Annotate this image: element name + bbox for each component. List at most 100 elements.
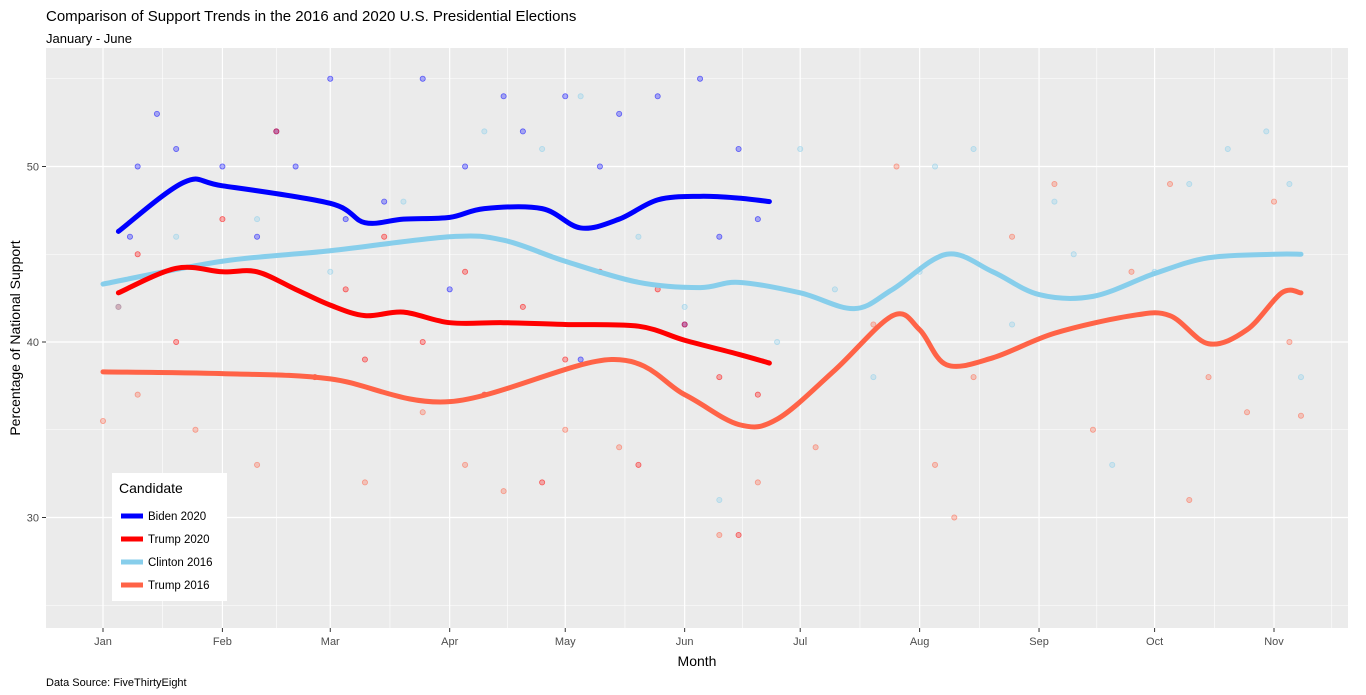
y-tick-label: 40: [27, 337, 39, 349]
x-tick-label: Sep: [1029, 636, 1049, 648]
caption: Data Source: FiveThirtyEight: [46, 677, 187, 689]
data-point: [1186, 181, 1193, 188]
x-axis-label: Month: [678, 653, 717, 669]
data-point: [254, 233, 261, 240]
y-axis: 30 40 50: [27, 162, 46, 525]
x-tick-label: Jan: [94, 636, 112, 648]
data-point: [134, 251, 141, 258]
x-tick-label: Oct: [1146, 636, 1163, 648]
data-point: [1244, 409, 1251, 416]
y-tick-label: 50: [27, 162, 39, 174]
trend-line-trump-2016: [100, 287, 1304, 430]
data-point: [1297, 374, 1304, 381]
data-point: [716, 496, 723, 503]
x-tick-label: Jul: [793, 636, 807, 648]
x-tick-label: Nov: [1264, 636, 1284, 648]
data-point: [462, 163, 469, 170]
data-point: [254, 461, 261, 468]
data-point: [681, 321, 688, 328]
data-point: [1286, 181, 1293, 188]
data-point: [519, 303, 526, 310]
data-point: [115, 303, 122, 310]
data-point: [173, 338, 180, 345]
x-axis: Jan Feb Mar Apr May Jun Jul Aug Sep Oct Nov: [94, 628, 1284, 648]
data-point: [735, 532, 742, 539]
data-point: [462, 461, 469, 468]
data-point: [562, 93, 569, 100]
data-point: [812, 444, 819, 451]
trend-lines: [100, 176, 1304, 430]
trend-line-clinton-2016: [100, 233, 1304, 312]
data-point: [327, 268, 334, 275]
data-point: [1009, 233, 1016, 240]
data-point: [400, 198, 407, 205]
data-point: [716, 532, 723, 539]
x-tick-label: Mar: [321, 636, 340, 648]
data-point: [173, 145, 180, 152]
data-point: [831, 286, 838, 293]
data-point: [1271, 198, 1278, 205]
data-point: [342, 286, 349, 293]
data-point: [870, 321, 877, 328]
data-point: [697, 75, 704, 82]
data-point: [1167, 181, 1174, 188]
trend-line-biden-2020: [115, 176, 772, 234]
data-point: [361, 356, 368, 363]
data-point: [254, 216, 261, 223]
plot-panel: [46, 48, 1348, 628]
legend-title: Candidate: [119, 480, 183, 496]
data-point: [635, 233, 642, 240]
data-point: [381, 198, 388, 205]
data-point: [635, 461, 642, 468]
data-point: [562, 356, 569, 363]
data-point: [153, 110, 160, 117]
data-point: [419, 338, 426, 345]
data-point: [932, 461, 939, 468]
data-point: [951, 514, 958, 521]
data-point: [1128, 268, 1135, 275]
data-point: [134, 163, 141, 170]
data-point: [219, 216, 226, 223]
data-point: [500, 93, 507, 100]
data-point: [462, 268, 469, 275]
data-point: [1205, 374, 1212, 381]
y-axis-label: Percentage of National Support: [7, 240, 23, 435]
data-point: [1051, 181, 1058, 188]
data-point: [870, 374, 877, 381]
data-point: [562, 426, 569, 433]
data-point: [1089, 426, 1096, 433]
chart-subtitle: January - June: [46, 31, 132, 46]
x-tick-label: Apr: [441, 636, 458, 648]
data-point: [419, 75, 426, 82]
chart-title: Comparison of Support Trends in the 2016…: [46, 8, 576, 25]
x-tick-label: Aug: [910, 636, 930, 648]
data-point: [797, 145, 804, 152]
legend-label: Trump 2020: [148, 534, 210, 546]
x-tick-label: Feb: [213, 636, 232, 648]
data-point: [219, 163, 226, 170]
data-point: [327, 75, 334, 82]
data-point: [539, 479, 546, 486]
data-point: [754, 479, 761, 486]
data-point: [173, 233, 180, 240]
data-point: [754, 391, 761, 398]
data-point: [1297, 412, 1304, 419]
data-point: [1070, 251, 1077, 258]
data-point: [126, 233, 133, 240]
legend-label: Clinton 2016: [148, 557, 213, 569]
data-point: [361, 479, 368, 486]
data-point: [419, 409, 426, 416]
data-point: [681, 303, 688, 310]
y-tick-label: 30: [27, 513, 39, 525]
data-point: [616, 444, 623, 451]
data-point: [932, 163, 939, 170]
data-point: [577, 93, 584, 100]
data-point: [192, 426, 199, 433]
legend-label: Trump 2016: [148, 580, 210, 592]
data-point: [1051, 198, 1058, 205]
data-point: [1009, 321, 1016, 328]
data-point: [273, 128, 280, 135]
data-point: [500, 488, 507, 495]
data-point: [616, 110, 623, 117]
